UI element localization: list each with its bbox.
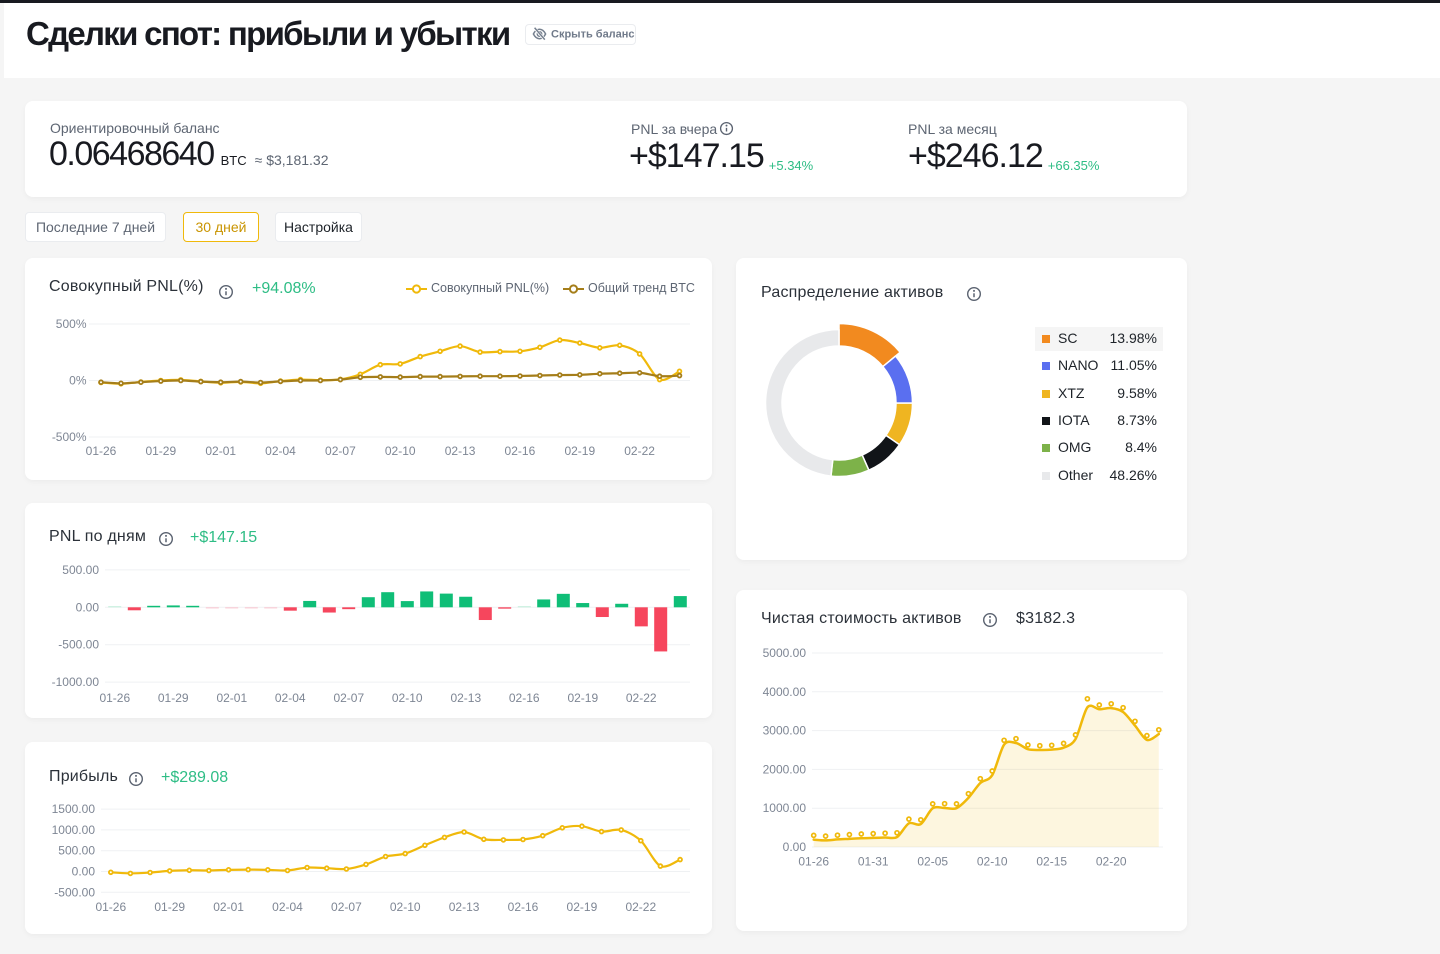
svg-text:0.00: 0.00 — [783, 840, 807, 854]
svg-text:02-19: 02-19 — [567, 900, 598, 914]
svg-text:02-10: 02-10 — [977, 855, 1008, 869]
svg-text:01-29: 01-29 — [158, 691, 189, 705]
svg-text:-500.00: -500.00 — [58, 638, 99, 652]
svg-text:02-10: 02-10 — [392, 691, 423, 705]
svg-text:02-19: 02-19 — [564, 444, 595, 458]
svg-text:02-13: 02-13 — [449, 900, 480, 914]
svg-text:4000.00: 4000.00 — [763, 685, 807, 699]
svg-text:02-10: 02-10 — [390, 900, 421, 914]
svg-text:01-29: 01-29 — [145, 444, 176, 458]
svg-text:02-20: 02-20 — [1096, 855, 1127, 869]
svg-text:02-16: 02-16 — [505, 444, 536, 458]
svg-text:02-04: 02-04 — [265, 444, 296, 458]
svg-text:500.00: 500.00 — [62, 563, 99, 577]
svg-text:02-19: 02-19 — [567, 691, 598, 705]
svg-text:-500.00: -500.00 — [54, 885, 95, 899]
svg-text:02-01: 02-01 — [216, 691, 247, 705]
svg-text:500%: 500% — [56, 317, 87, 331]
svg-text:02-01: 02-01 — [213, 900, 244, 914]
svg-text:02-05: 02-05 — [917, 855, 948, 869]
svg-text:02-07: 02-07 — [333, 691, 364, 705]
svg-text:01-26: 01-26 — [798, 855, 829, 869]
svg-text:02-15: 02-15 — [1036, 855, 1067, 869]
svg-text:01-29: 01-29 — [154, 900, 185, 914]
svg-text:02-10: 02-10 — [385, 444, 416, 458]
svg-text:-500%: -500% — [52, 430, 87, 444]
svg-text:02-22: 02-22 — [625, 900, 656, 914]
svg-text:02-01: 02-01 — [205, 444, 236, 458]
svg-text:1500.00: 1500.00 — [52, 802, 96, 816]
svg-text:1000.00: 1000.00 — [763, 801, 807, 815]
svg-text:01-26: 01-26 — [99, 691, 130, 705]
svg-text:500.00: 500.00 — [58, 844, 95, 858]
svg-text:01-26: 01-26 — [86, 444, 117, 458]
svg-text:02-22: 02-22 — [624, 444, 655, 458]
svg-text:02-16: 02-16 — [508, 900, 539, 914]
svg-text:02-22: 02-22 — [626, 691, 657, 705]
svg-text:01-31: 01-31 — [858, 855, 889, 869]
svg-text:02-04: 02-04 — [272, 900, 303, 914]
svg-text:0%: 0% — [69, 374, 87, 388]
svg-text:02-13: 02-13 — [450, 691, 481, 705]
svg-text:02-07: 02-07 — [331, 900, 362, 914]
svg-text:01-26: 01-26 — [95, 900, 126, 914]
svg-text:02-16: 02-16 — [509, 691, 540, 705]
svg-text:0.00: 0.00 — [76, 600, 100, 614]
svg-text:1000.00: 1000.00 — [52, 823, 96, 837]
svg-text:2000.00: 2000.00 — [763, 762, 807, 776]
svg-text:3000.00: 3000.00 — [763, 724, 807, 738]
svg-text:0.00: 0.00 — [72, 865, 96, 879]
svg-text:5000.00: 5000.00 — [763, 646, 807, 660]
svg-text:-1000.00: -1000.00 — [52, 675, 100, 689]
svg-text:02-07: 02-07 — [325, 444, 356, 458]
svg-text:02-13: 02-13 — [445, 444, 476, 458]
svg-text:02-04: 02-04 — [275, 691, 306, 705]
